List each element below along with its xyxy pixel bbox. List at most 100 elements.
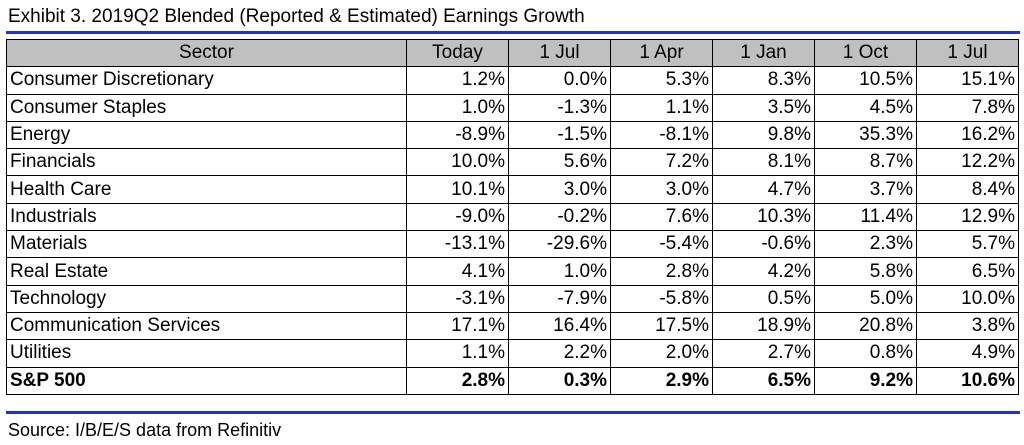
growth-value: 1.1% <box>610 93 713 122</box>
growth-value: -8.9% <box>406 120 509 150</box>
growth-value: -1.5% <box>508 120 611 150</box>
growth-value: 0.5% <box>712 284 815 313</box>
sector-name: Materials <box>6 230 407 259</box>
growth-value: -3.1% <box>406 284 509 313</box>
column-header: Today <box>406 38 509 68</box>
growth-value: 8.4% <box>916 175 1019 204</box>
table-row: Financials 10.0% 5.6% 7.2% 8.1% 8.7% 12.2% <box>6 148 1019 177</box>
growth-value: 0.8% <box>814 339 917 368</box>
growth-value: -5.8% <box>610 284 713 313</box>
growth-value: 4.7% <box>712 175 815 204</box>
bottom-rule <box>6 411 1020 414</box>
growth-value: 10.5% <box>814 66 917 95</box>
growth-value: 7.8% <box>916 93 1019 122</box>
sector-name: Financials <box>6 148 407 177</box>
growth-value: 4.5% <box>814 93 917 122</box>
exhibit-title: Exhibit 3. 2019Q2 Blended (Reported & Es… <box>8 6 585 27</box>
table-row: Consumer Discretionary 1.2% 0.0% 5.3% 8.3% 10… <box>6 66 1019 95</box>
growth-value: 2.0% <box>610 339 713 368</box>
growth-value: -0.6% <box>712 230 815 259</box>
growth-value: 11.4% <box>814 202 917 232</box>
growth-value: 20.8% <box>814 311 917 341</box>
growth-value: 10.6% <box>916 366 1019 395</box>
growth-value: 5.0% <box>814 284 917 313</box>
table-row: Utilities 1.1% 2.2% 2.0% 2.7% 0.8% 4.9% <box>6 339 1019 368</box>
growth-value: 17.5% <box>610 311 713 341</box>
growth-value: 7.2% <box>610 148 713 177</box>
growth-value: 5.6% <box>508 148 611 177</box>
growth-value: 10.0% <box>916 284 1019 313</box>
growth-value: 5.7% <box>916 230 1019 259</box>
growth-value: 6.5% <box>916 257 1019 286</box>
sector-name: S&P 500 <box>6 366 407 395</box>
sector-name: Communication Services <box>6 311 407 341</box>
growth-value: 16.4% <box>508 311 611 341</box>
sector-name: Consumer Discretionary <box>6 66 407 95</box>
growth-value: 1.1% <box>406 339 509 368</box>
growth-value: 4.2% <box>712 257 815 286</box>
table-row: Health Care 10.1% 3.0% 3.0% 4.7% 3.7% 8.4% <box>6 175 1019 204</box>
growth-value: 10.3% <box>712 202 815 232</box>
growth-value: 12.2% <box>916 148 1019 177</box>
sector-name: Industrials <box>6 202 407 232</box>
growth-value: 8.3% <box>712 66 815 95</box>
sector-name: Utilities <box>6 339 407 368</box>
table-row: Energy -8.9% -1.5% -8.1% 9.8% 35.3% 16.2% <box>6 120 1019 150</box>
growth-value: 2.3% <box>814 230 917 259</box>
growth-value: -9.0% <box>406 202 509 232</box>
growth-value: 3.0% <box>610 175 713 204</box>
growth-value: 0.0% <box>508 66 611 95</box>
growth-value: 16.2% <box>916 120 1019 150</box>
growth-value: 3.0% <box>508 175 611 204</box>
column-header: 1 Jan <box>712 38 815 68</box>
source-note: Source: I/B/E/S data from Refinitiv <box>8 420 282 440</box>
sector-name: Energy <box>6 120 407 150</box>
growth-value: 0.3% <box>508 366 611 395</box>
column-header: 1 Oct <box>814 38 917 68</box>
table-body: Consumer Discretionary 1.2% 0.0% 5.3% 8.3% 10… <box>6 66 1019 395</box>
growth-value: 3.5% <box>712 93 815 122</box>
growth-value: 18.9% <box>712 311 815 341</box>
growth-value: 12.9% <box>916 202 1019 232</box>
growth-value: -7.9% <box>508 284 611 313</box>
growth-value: 15.1% <box>916 66 1019 95</box>
sector-name: Consumer Staples <box>6 93 407 122</box>
growth-value: 5.3% <box>610 66 713 95</box>
growth-value: 2.7% <box>712 339 815 368</box>
top-rule <box>6 31 1020 34</box>
growth-value: 6.5% <box>712 366 815 395</box>
growth-value: 1.2% <box>406 66 509 95</box>
column-header-sector: Sector <box>6 38 407 68</box>
growth-value: -1.3% <box>508 93 611 122</box>
table-row: Consumer Staples 1.0% -1.3% 1.1% 3.5% 4.5% 7.8… <box>6 93 1019 122</box>
growth-value: 1.0% <box>406 93 509 122</box>
growth-value: 3.7% <box>814 175 917 204</box>
growth-value: 9.8% <box>712 120 815 150</box>
growth-value: 9.2% <box>814 366 917 395</box>
total-row: S&P 500 2.8% 0.3% 2.9% 6.5% 9.2% 10.6% <box>6 366 1019 395</box>
table-row: Technology -3.1% -7.9% -5.8% 0.5% 5.0% 10.0% <box>6 284 1019 313</box>
table-row: Communication Services 17.1% 16.4% 17.5% 18.… <box>6 311 1019 341</box>
growth-value: 2.2% <box>508 339 611 368</box>
growth-value: 17.1% <box>406 311 509 341</box>
growth-value: 2.8% <box>610 257 713 286</box>
table-row: Real Estate 4.1% 1.0% 2.8% 4.2% 5.8% 6.5% <box>6 257 1019 286</box>
growth-value: 4.1% <box>406 257 509 286</box>
column-header: 1 Apr <box>610 38 713 68</box>
growth-value: -8.1% <box>610 120 713 150</box>
growth-value: 2.8% <box>406 366 509 395</box>
growth-value: -0.2% <box>508 202 611 232</box>
table-row: Industrials -9.0% -0.2% 7.6% 10.3% 11.4% 12.9% <box>6 202 1019 232</box>
growth-value: 10.0% <box>406 148 509 177</box>
earnings-growth-table: Sector Today 1 Jul 1 Apr 1 Jan 1 Oct 1 Jul Con… <box>6 38 1019 395</box>
sector-name: Health Care <box>6 175 407 204</box>
sector-name: Technology <box>6 284 407 313</box>
growth-value: 8.1% <box>712 148 815 177</box>
growth-value: 7.6% <box>610 202 713 232</box>
growth-value: 35.3% <box>814 120 917 150</box>
sector-name: Real Estate <box>6 257 407 286</box>
column-header: 1 Jul <box>916 38 1019 68</box>
header-row: Sector Today 1 Jul 1 Apr 1 Jan 1 Oct 1 Jul <box>6 38 1019 68</box>
growth-value: 3.8% <box>916 311 1019 341</box>
column-header: 1 Jul <box>508 38 611 68</box>
